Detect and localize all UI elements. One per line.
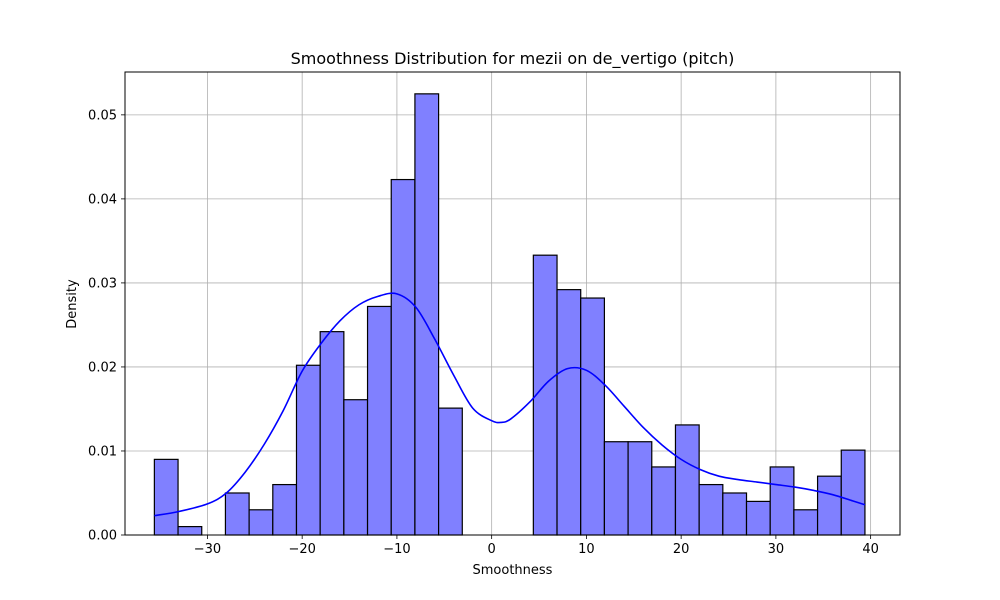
x-tick-label-1: −20: [288, 542, 315, 557]
histogram-bar-17: [556, 289, 582, 536]
plot-frame: [124, 71, 901, 536]
histogram-bars: [153, 93, 866, 536]
histogram-bar-1: [177, 525, 203, 536]
x-tick-label-6: 30: [768, 542, 785, 557]
histogram-bar-7: [319, 331, 345, 536]
histogram-bar-26: [769, 466, 795, 536]
histogram-bar-22: [674, 424, 700, 536]
histogram-bar-8: [343, 399, 369, 536]
histogram-bar-27: [793, 509, 819, 536]
histogram-bar-18: [580, 297, 606, 536]
x-tick-label-3: 0: [488, 542, 496, 557]
histogram-bar-24: [722, 492, 748, 536]
histogram-bar-11: [414, 93, 440, 536]
y-tick-label-2: 0.02: [88, 360, 117, 375]
histogram-bar-23: [698, 483, 724, 536]
kde-layer: [154, 292, 866, 517]
x-tick-label-4: 10: [578, 542, 595, 557]
y-tick-label-5: 0.05: [88, 108, 117, 123]
y-tick-label-1: 0.01: [88, 444, 117, 459]
histogram-bar-0: [153, 458, 179, 536]
histogram-bar-5: [272, 483, 298, 536]
chart-title: Smoothness Distribution for mezii on de_…: [291, 49, 735, 69]
histogram-bar-6: [295, 364, 321, 536]
y-axis-ticks: 0.00 0.01 0.02 0.03 0.04 0.05: [88, 108, 125, 544]
histogram-bar-25: [745, 500, 771, 536]
histogram-bar-20: [627, 441, 653, 536]
x-tick-label-2: −10: [383, 542, 410, 557]
x-tick-label-7: 40: [862, 542, 879, 557]
y-tick-label-4: 0.04: [88, 192, 117, 207]
histogram-bar-3: [224, 492, 250, 536]
histogram-bar-19: [603, 441, 629, 536]
kde-curve: [154, 292, 866, 517]
histogram-bar-12: [438, 407, 463, 536]
histogram-bar-9: [366, 305, 392, 536]
histogram-bar-10: [390, 178, 416, 536]
histogram-bar-29: [840, 449, 866, 536]
y-tick-label-0: 0.00: [88, 529, 117, 544]
x-axis-label: Smoothness: [473, 563, 553, 578]
y-axis-label: Density: [65, 279, 80, 329]
y-tick-label-3: 0.03: [88, 276, 117, 291]
x-axis-ticks: −30 −20 −10 0 10 20 30 40: [194, 535, 879, 557]
x-tick-label-0: −30: [194, 542, 221, 557]
histogram-bar-21: [651, 466, 677, 536]
histogram-bar-4: [248, 509, 274, 536]
x-tick-label-5: 20: [673, 542, 690, 557]
histogram-bar-28: [816, 475, 842, 536]
